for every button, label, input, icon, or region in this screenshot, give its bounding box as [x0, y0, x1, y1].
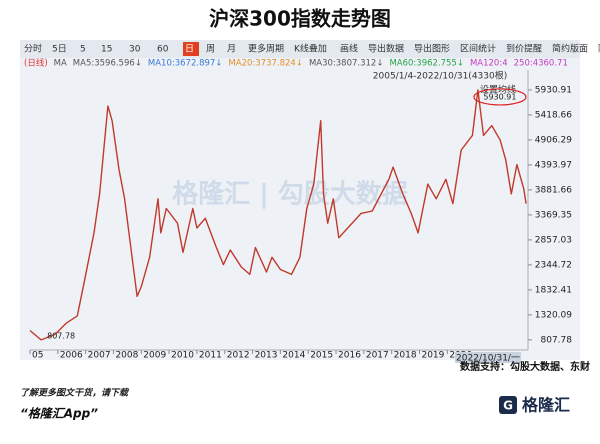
y-tick-label: 5930.91 — [535, 85, 572, 95]
x-tick-label: 2016 — [338, 351, 361, 361]
toolbar-item[interactable]: 画线 — [340, 43, 358, 55]
footer-line2: “格隆汇App” — [20, 407, 98, 421]
x-tick-label: 2013 — [255, 351, 278, 361]
x-tick-label: 2009 — [143, 351, 166, 361]
x-tick-label: 2006 — [60, 351, 83, 361]
toolbar-item[interactable]: 5 — [80, 45, 86, 55]
toolbar-item[interactable]: 周 — [206, 44, 215, 55]
cursor-bg — [455, 352, 521, 363]
toolbar-item[interactable]: 隐藏 — [598, 43, 600, 55]
chart-panel — [20, 40, 580, 360]
x-tick-label: 2008 — [115, 351, 138, 361]
x-tick-label: 2015 — [310, 351, 333, 361]
toolbar: 分时 5日 5 15 30 60 日 周 月 更多周期 K线叠加 画线 导出数据 导出图形 区间统计 到价提醒… — [24, 42, 600, 56]
toolbar-item[interactable]: 区间统计 — [460, 43, 496, 55]
source: 数据支持：勾股大数据、东财 — [460, 360, 590, 373]
toolbar-item[interactable]: 60 — [157, 45, 169, 55]
y-tick-label: 5418.66 — [535, 110, 572, 120]
x-tick-label: 2007 — [88, 351, 111, 361]
y-tick-label: 2344.72 — [535, 260, 572, 270]
toolbar-item[interactable]: 简约版面 — [552, 43, 588, 55]
y-tick-label: 4393.97 — [535, 160, 572, 170]
chart-title: 沪深300指数走势图 — [209, 7, 391, 31]
toolbar-item[interactable]: 月 — [227, 44, 236, 55]
toolbar-item[interactable]: 导出图形 — [414, 43, 450, 55]
toolbar-item[interactable]: 分时 — [24, 43, 42, 55]
toolbar-item[interactable]: 日 — [185, 44, 194, 55]
toolbar-item[interactable]: 5日 — [52, 44, 67, 55]
x-tick-label: 2010 — [171, 351, 194, 361]
range-label: 2005/1/4-2022/10/31(4330根) — [373, 70, 507, 82]
price-line — [29, 89, 527, 341]
x-tick-label: 2017 — [366, 351, 389, 361]
toolbar-active — [183, 42, 199, 56]
logo-glyph: G — [503, 399, 513, 413]
toolbar-item[interactable]: 导出数据 — [368, 43, 404, 55]
y-tick-label: 1320.09 — [535, 310, 572, 320]
x-tick-label: 2019 — [421, 351, 444, 361]
y-tick-label: 3369.35 — [535, 210, 572, 220]
min-label: 807.78 — [47, 331, 75, 340]
logo: 格隆汇 — [522, 396, 570, 415]
y-tick-label: 807.78 — [541, 335, 573, 345]
y-tick-label: 2857.03 — [535, 235, 572, 245]
logo-icon — [499, 396, 517, 414]
ma-legend-item: MA120:4 — [470, 59, 508, 69]
y-tick-label: 3881.66 — [535, 185, 572, 195]
y-tick-label: 4906.29 — [535, 135, 572, 145]
x-tick-label: 2018 — [394, 351, 417, 361]
toolbar-item[interactable]: 30 — [129, 45, 141, 55]
toolbar-item[interactable]: 到价提醒 — [506, 43, 542, 55]
y-tick-label: 1832.41 — [535, 285, 572, 295]
toolbar-item[interactable]: 更多周期 — [248, 43, 284, 55]
ma-legend-item: 250:4360.71 — [514, 59, 568, 69]
ma-legend-item: MA30:3807.312↓ — [309, 59, 384, 69]
watermark: 格隆汇 | 勾股大数据 — [172, 179, 408, 210]
max-circle — [473, 88, 527, 106]
x-tick-label: 05 — [32, 351, 43, 361]
plot: 807.78 1320.09 1832.41 2344.72 2857.03 3369.3… — [29, 85, 573, 364]
ma-legend-item: MA5:3596.596↓ — [73, 59, 142, 69]
toolbar-item[interactable]: K线叠加 — [294, 43, 327, 55]
toolbar-bg — [20, 40, 580, 58]
ma-legend-item: MA — [54, 59, 67, 69]
ma-legend-item: MA20:3737.824↓ — [228, 59, 303, 69]
x-tick-label: 2012 — [227, 351, 250, 361]
x-tick-label: 2014 — [282, 351, 305, 361]
toolbar-item[interactable]: 15 — [101, 45, 112, 55]
cursor-label: 2022/10/31/一 — [456, 354, 520, 364]
ma-legend-item: MA60:3962.755↓ — [389, 59, 464, 69]
ma-legend: (日线) MA MA5:3596.596↓ MA10:3672.897↓ MA20:37… — [24, 58, 568, 69]
footer-line1: 了解更多图文干货，请下载 — [20, 388, 130, 399]
x-tick-label: 2011 — [199, 351, 222, 361]
ma-legend-item: MA10:3672.897↓ — [148, 59, 223, 69]
ma-legend-item: (日线) — [24, 58, 48, 69]
max-label: 5930.91 — [483, 92, 516, 101]
